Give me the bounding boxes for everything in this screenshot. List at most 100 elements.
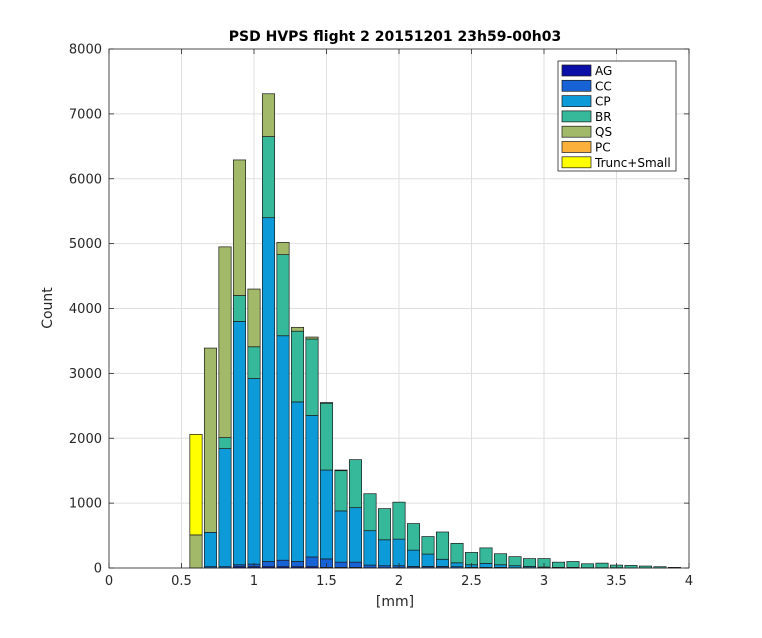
legend-swatch [561, 110, 592, 123]
bar-segment-cp [435, 558, 450, 567]
legend-swatch [561, 156, 592, 169]
bar-segment-br [450, 542, 464, 564]
bar-segment-cp [450, 562, 464, 568]
bar-segment-cp [305, 415, 319, 558]
bar-segment-qs [189, 534, 203, 569]
bar-segment-cp [406, 549, 421, 567]
legend-item[interactable]: PC [561, 141, 611, 155]
bar-segment-br [464, 552, 479, 566]
y-tick-label: 7000 [69, 107, 102, 122]
legend-label: AG [595, 64, 612, 78]
x-tick-label: 0 [105, 574, 113, 589]
bar-segment-br [435, 531, 450, 560]
bar-segment-br [392, 501, 406, 540]
bar-segment-qs [247, 288, 261, 348]
y-axis-ticks: 0 1000 2000 3000 4000 5000 6000 7000 8000 [69, 43, 689, 577]
bar-segment-cp [348, 507, 363, 563]
x-tick-label: 0.5 [171, 574, 192, 589]
legend-item[interactable]: CC [561, 79, 612, 93]
legend-label: CC [595, 79, 612, 93]
bar-segment-cc [348, 561, 363, 568]
bar-segment-cp [232, 321, 247, 566]
legend-item[interactable]: BR [561, 110, 612, 124]
legend-swatch [561, 79, 592, 92]
bar-segment-br [479, 547, 493, 564]
bar-segment-cc [276, 559, 290, 568]
bar-segment-br [406, 523, 421, 551]
x-tick-label: 2.5 [461, 574, 482, 589]
x-tick-label: 2 [395, 574, 403, 589]
bar-segment-cp [493, 564, 508, 568]
bar-segment-br [508, 556, 522, 567]
bar-segment-br [493, 553, 508, 566]
bar-segment-br [261, 136, 276, 219]
x-axis-label: [mm] [376, 594, 414, 610]
y-tick-label: 1000 [69, 497, 102, 512]
bar-segment-cc [363, 564, 377, 569]
x-tick-label: 3 [540, 574, 548, 589]
bar-segment-br [218, 437, 232, 449]
bar-segment-cp [247, 378, 261, 565]
legend-item[interactable]: Trunc+Small [561, 156, 671, 170]
bar-segment-cp [363, 530, 377, 566]
bar-segment-qs [218, 246, 232, 438]
bar-segment-cp [319, 469, 334, 560]
bar-segment-qs [334, 469, 348, 472]
bar-segment-qs [276, 241, 290, 256]
legend-label: BR [595, 110, 612, 124]
bar-segment-cc [261, 561, 276, 568]
bar-segment-qs [232, 159, 247, 296]
bar-segment-cc [305, 556, 319, 568]
bar-segment-cp [218, 448, 232, 568]
chart-title: PSD HVPS flight 2 20151201 23h59-00h03 [229, 29, 561, 45]
y-tick-label: 5000 [69, 237, 102, 252]
bar-segment-br [348, 459, 363, 509]
bar-segment-trunc-small [189, 434, 203, 536]
y-tick-label: 3000 [69, 367, 102, 382]
legend-swatch [561, 125, 592, 138]
bar-segment-br [595, 562, 609, 569]
bar-segment-qs [319, 402, 334, 404]
legend-swatch [561, 64, 592, 77]
legend-item[interactable]: CP [561, 95, 611, 109]
bar-segment-br [421, 536, 435, 555]
bar-segment-cp [334, 510, 348, 563]
bar-segment-br [377, 508, 392, 541]
bar-segment-qs [203, 347, 218, 533]
bar-segment-br [334, 470, 348, 512]
bar-segment-cp [479, 563, 493, 568]
x-tick-label: 1.5 [316, 574, 337, 589]
legend-swatch [561, 141, 592, 153]
legend-item[interactable]: QS [561, 125, 612, 139]
bar-segment-br [276, 254, 290, 337]
legend-label: CP [595, 95, 611, 109]
x-tick-label: 4 [685, 574, 693, 589]
y-tick-label: 4000 [69, 302, 102, 317]
legend-item[interactable]: AG [561, 64, 612, 78]
bar-segment-cc [334, 561, 348, 568]
legend-label: PC [595, 141, 611, 155]
x-tick-label: 3.5 [606, 574, 627, 589]
y-tick-label: 2000 [69, 432, 102, 447]
bar-segment-cc [290, 561, 305, 568]
bar-segment-cp [261, 217, 276, 562]
bar-segment-br [551, 561, 566, 568]
bar-segment-br [522, 558, 537, 567]
legend-swatch [561, 95, 592, 107]
y-axis-label: Count [40, 287, 56, 329]
bar-segment-qs [290, 326, 305, 332]
bar-segment-br [290, 330, 305, 403]
bar-segment-br [319, 402, 334, 471]
bar-segment-br [580, 563, 595, 569]
bar-segment-br [566, 561, 580, 568]
bar-segment-cp [203, 531, 218, 568]
bar-segment-cp [276, 335, 290, 561]
y-tick-label: 8000 [69, 43, 102, 58]
bar-segment-cp [290, 401, 305, 562]
bar-segment-br [232, 295, 247, 322]
y-tick-label: 0 [94, 562, 102, 577]
bar-segment-qs [261, 93, 276, 137]
bar-segment-qs [305, 336, 319, 340]
